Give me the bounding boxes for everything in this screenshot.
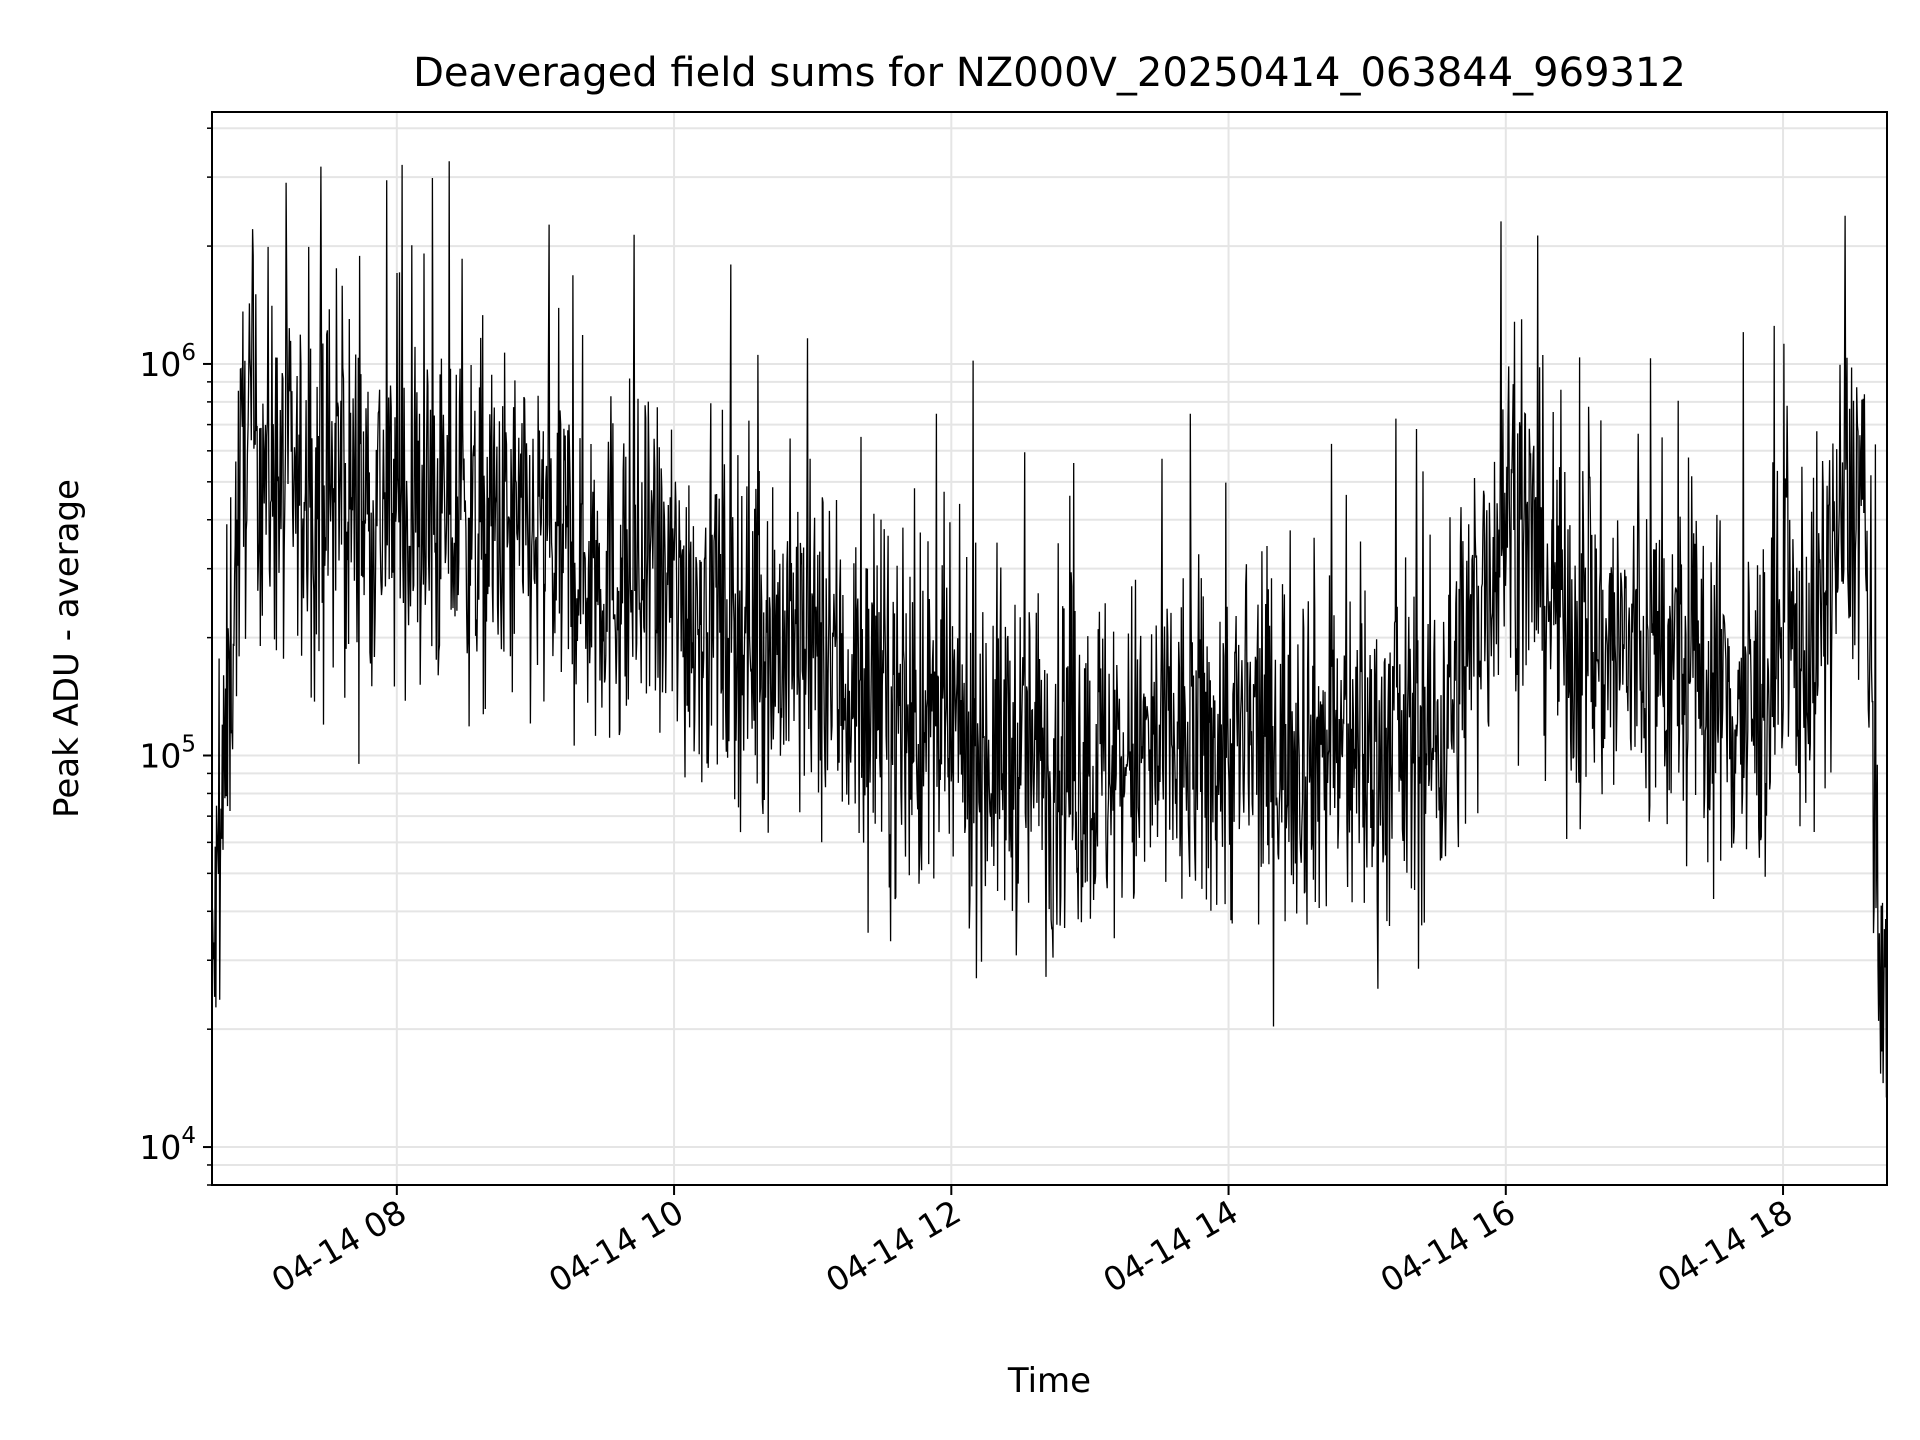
x-tick-label: 04-14 08: [265, 1192, 413, 1300]
series-path: [211, 161, 1888, 1098]
y-tick-label: 104: [139, 1123, 196, 1167]
x-tick-label: 04-14 10: [542, 1192, 690, 1300]
y-tick-label: 106: [139, 340, 196, 384]
x-axis-label: Time: [1007, 1361, 1091, 1401]
x-tick-label: 04-14 18: [1651, 1192, 1799, 1300]
chart-title: Deaveraged field sums for NZ000V_2025041…: [413, 50, 1686, 96]
grid: [212, 112, 1887, 1186]
plot-frame: [211, 111, 1888, 1186]
x-tick-label: 04-14 16: [1374, 1192, 1522, 1300]
y-tick-label: 105: [139, 732, 196, 776]
x-tick-label: 04-14 12: [819, 1192, 967, 1300]
series-line: [211, 161, 1888, 1098]
y-axis-label: Peak ADU - average: [47, 479, 87, 818]
x-tick-label: 04-14 14: [1097, 1192, 1245, 1300]
